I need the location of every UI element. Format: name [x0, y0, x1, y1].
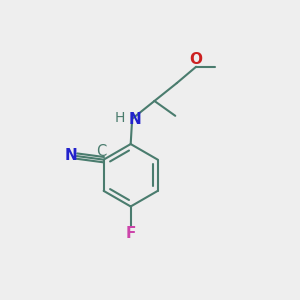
Text: C: C [96, 144, 106, 159]
Text: N: N [64, 148, 77, 163]
Text: F: F [125, 226, 136, 241]
Text: N: N [128, 112, 141, 127]
Text: H: H [115, 111, 125, 124]
Text: O: O [189, 52, 202, 67]
